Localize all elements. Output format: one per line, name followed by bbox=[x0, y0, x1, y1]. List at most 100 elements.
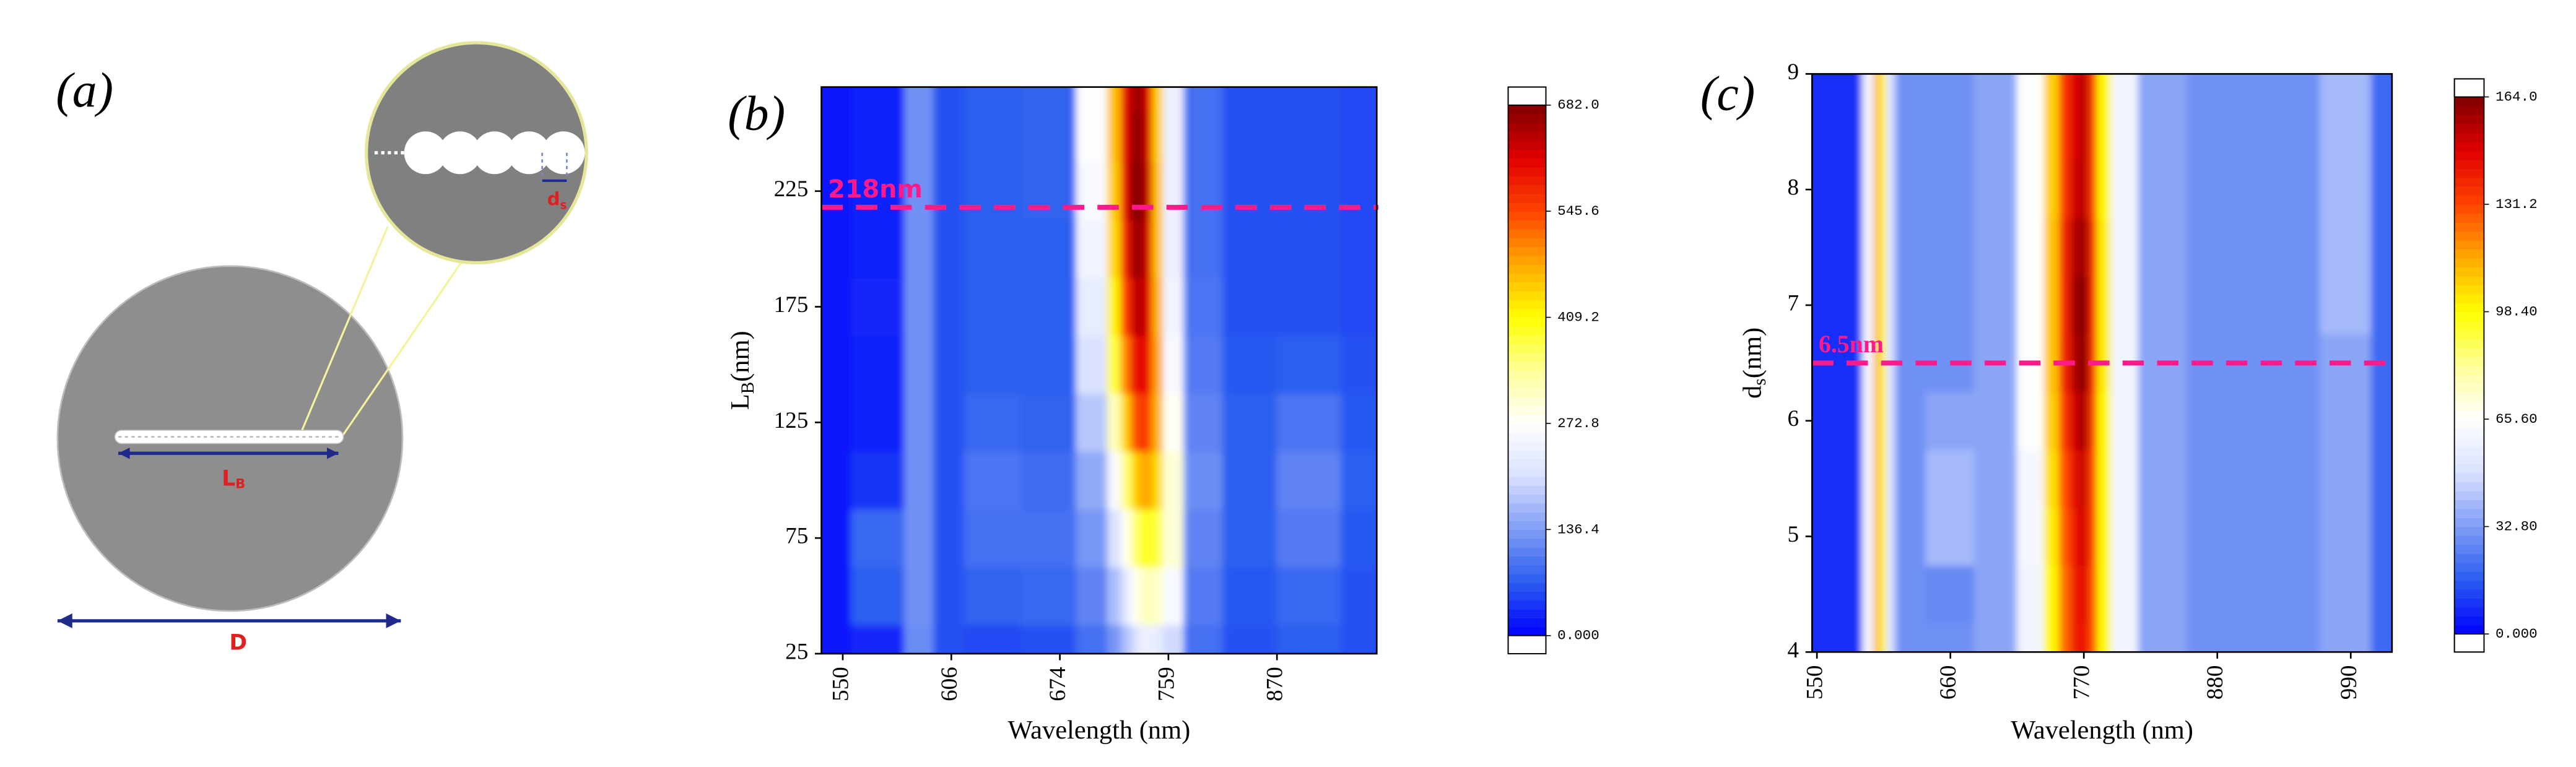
heat-cell bbox=[1341, 219, 1377, 279]
colorbar-band bbox=[1508, 273, 1546, 283]
heat-cell bbox=[2370, 218, 2392, 277]
label-main: L bbox=[222, 466, 235, 491]
heat-cell bbox=[2079, 449, 2089, 508]
colorbar-band bbox=[2454, 356, 2484, 366]
colorbar-band bbox=[2454, 105, 2484, 116]
heat-cell bbox=[964, 87, 1022, 111]
colorbar-band bbox=[1508, 485, 1546, 495]
schematic: (a) LB D ds bbox=[56, 41, 588, 656]
colorbar-band bbox=[1508, 335, 1546, 345]
colorbar-band bbox=[2454, 329, 2484, 339]
diameter-label: D bbox=[229, 631, 247, 656]
heat-cell bbox=[2069, 622, 2081, 652]
heat-cell bbox=[2320, 507, 2372, 566]
colorbar-band bbox=[2454, 500, 2484, 509]
heat-cell bbox=[1129, 277, 1138, 337]
colorbar-band bbox=[2454, 249, 2484, 259]
x-tick-label: 990 bbox=[2336, 665, 2362, 700]
heat-cell bbox=[821, 87, 852, 111]
heat-cell bbox=[1136, 110, 1145, 163]
heat-cell bbox=[1861, 449, 1876, 508]
colorbar-band bbox=[1508, 114, 1546, 124]
heat-cell bbox=[2059, 275, 2071, 335]
heat-cell bbox=[1107, 392, 1122, 452]
colorbar-label: 545.6 bbox=[1557, 203, 1599, 219]
zoom-line bbox=[341, 259, 464, 438]
heat-cell bbox=[2253, 74, 2321, 103]
heat-cell bbox=[1152, 110, 1164, 163]
colorbar-band bbox=[2454, 177, 2484, 187]
colorbar-band bbox=[2454, 446, 2484, 456]
heat-cell bbox=[2370, 160, 2392, 219]
heat-cell bbox=[2079, 333, 2089, 392]
heat-cell bbox=[2059, 449, 2071, 508]
heat-cell bbox=[1812, 391, 1834, 451]
heat-cell bbox=[1183, 392, 1224, 452]
heat-cell bbox=[1162, 162, 1185, 221]
heat-cell bbox=[2110, 622, 2139, 652]
colorbar-label: 32.80 bbox=[2496, 519, 2538, 535]
heat-cell bbox=[1895, 449, 1927, 508]
y-tick-label: 25 bbox=[785, 639, 808, 664]
heat-cell bbox=[2016, 391, 2045, 451]
heat-cell bbox=[933, 624, 965, 654]
y-tick-label: 175 bbox=[774, 292, 809, 318]
heat-cell bbox=[1129, 110, 1138, 163]
heat-cell bbox=[1341, 566, 1377, 626]
colorbar-band bbox=[1508, 626, 1546, 636]
heat-cell bbox=[1129, 451, 1138, 510]
colorbar-band bbox=[2454, 607, 2484, 617]
heat-cell bbox=[2370, 449, 2392, 508]
heat-cell bbox=[933, 451, 965, 510]
heat-cell bbox=[1895, 507, 1927, 566]
heat-cell bbox=[964, 566, 1022, 626]
colorbar-band bbox=[1508, 467, 1546, 477]
heat-cell bbox=[964, 277, 1022, 337]
colorbar-band bbox=[1508, 529, 1546, 539]
colorbar-band bbox=[1508, 140, 1546, 150]
heat-cell bbox=[1886, 218, 1897, 277]
heat-cell bbox=[2096, 275, 2112, 335]
colorbar-band bbox=[2454, 544, 2484, 554]
colorbar-band bbox=[1508, 344, 1546, 353]
heat-cell bbox=[2059, 622, 2071, 652]
colorbar-label: 164.0 bbox=[2496, 89, 2538, 105]
heat-cell bbox=[1341, 277, 1377, 337]
heat-cell bbox=[1832, 160, 1863, 219]
heat-cell bbox=[821, 110, 852, 163]
heat-cell bbox=[1183, 335, 1224, 394]
heat-cell bbox=[1152, 566, 1164, 626]
heat-cell bbox=[821, 335, 852, 394]
heat-cell bbox=[2110, 275, 2139, 335]
heat-cell bbox=[1152, 508, 1164, 568]
heat-cell bbox=[1879, 507, 1887, 566]
heat-cell bbox=[904, 566, 934, 626]
heat-cell bbox=[1812, 218, 1834, 277]
heat-cell bbox=[2110, 218, 2139, 277]
colorbar-band bbox=[2454, 159, 2484, 170]
heat-cell bbox=[964, 508, 1022, 568]
heat-cell bbox=[1832, 449, 1863, 508]
colorbar-band bbox=[2454, 553, 2484, 563]
heat-cell bbox=[1152, 624, 1164, 654]
colorbar-band bbox=[2454, 482, 2484, 492]
heat-cell bbox=[1974, 565, 2018, 624]
heat-cell bbox=[2059, 218, 2071, 277]
colorbar-band bbox=[1508, 300, 1546, 310]
heat-cell bbox=[2016, 160, 2045, 219]
heat-cell bbox=[851, 392, 905, 452]
heat-cell bbox=[1925, 102, 1975, 162]
heat-cell bbox=[2079, 102, 2089, 162]
heat-cell bbox=[1152, 392, 1164, 452]
heat-cell bbox=[1974, 622, 2018, 652]
colorbar-band bbox=[1508, 583, 1546, 592]
heat-cell bbox=[1143, 335, 1153, 394]
heat-cell bbox=[2110, 449, 2139, 508]
heat-cell bbox=[964, 162, 1022, 221]
heat-cell bbox=[1129, 624, 1138, 654]
heat-cell bbox=[1341, 392, 1377, 452]
heat-cell bbox=[1812, 74, 1834, 103]
heat-cell bbox=[1107, 508, 1122, 568]
heat-cell bbox=[2096, 507, 2112, 566]
x-tick-label: 606 bbox=[937, 667, 962, 701]
